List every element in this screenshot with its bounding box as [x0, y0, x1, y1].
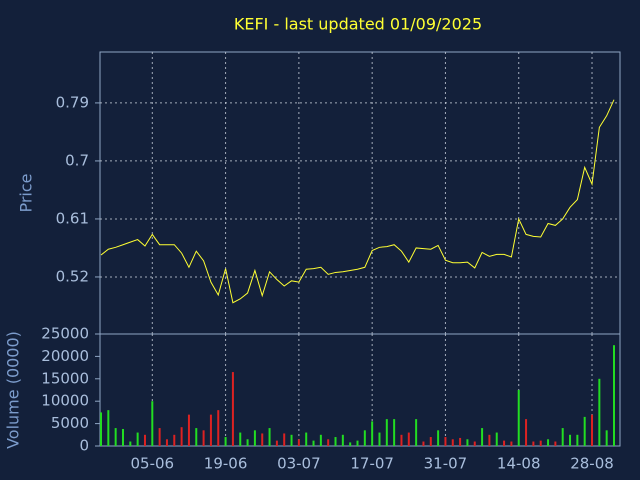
- volume-bar: [407, 432, 410, 446]
- y-tick-label: 0: [79, 437, 89, 455]
- volume-bar: [239, 432, 242, 446]
- y-tick-label: 0.52: [56, 267, 89, 285]
- volume-bar: [283, 433, 286, 446]
- volume-bar: [290, 434, 293, 446]
- volume-bar: [129, 441, 132, 446]
- y-tick-label: 10000: [41, 392, 89, 410]
- volume-bar: [613, 345, 615, 446]
- volume-bar: [319, 434, 322, 446]
- volume-bar: [591, 414, 594, 446]
- volume-bar: [378, 432, 381, 446]
- volume-bar: [224, 437, 227, 446]
- volume-bar: [305, 432, 308, 446]
- volume-bar: [217, 410, 220, 446]
- volume-bar: [569, 434, 572, 446]
- volume-bar: [356, 440, 359, 446]
- volume-bar: [202, 430, 205, 446]
- volume-bar: [246, 439, 249, 446]
- volume-bar: [312, 440, 315, 446]
- volume-bar: [422, 441, 425, 446]
- volume-bar: [297, 439, 300, 446]
- volume-bar: [539, 440, 542, 446]
- volume-bar: [231, 372, 234, 446]
- volume-bar: [363, 430, 366, 446]
- chart-title: KEFI - last updated 01/09/2025: [234, 15, 482, 34]
- volume-bar: [253, 430, 256, 446]
- volume-bar: [209, 414, 212, 446]
- volume-bar: [385, 419, 388, 446]
- x-tick-label: 05-06: [131, 455, 175, 473]
- volume-bar: [143, 434, 146, 446]
- volume-bar: [173, 434, 176, 446]
- volume-bar: [444, 437, 447, 446]
- volume-bar: [473, 441, 476, 446]
- volume-bar: [576, 434, 579, 446]
- volume-bar: [180, 427, 183, 446]
- volume-bar: [121, 428, 124, 446]
- y-tick-label: 0.79: [56, 93, 89, 111]
- volume-bar: [136, 432, 139, 446]
- y-tick-label: 0.61: [56, 209, 89, 227]
- volume-bar: [547, 439, 550, 446]
- y-axis-label: Price: [17, 173, 36, 212]
- volume-bar: [107, 410, 110, 446]
- volume-bar: [532, 441, 535, 446]
- volume-bar: [583, 416, 586, 446]
- volume-bar: [481, 428, 484, 446]
- volume-bar: [598, 378, 601, 446]
- y-axis-label: Volume (0000): [4, 331, 23, 449]
- volume-bar: [525, 419, 528, 446]
- volume-bar: [517, 390, 520, 446]
- volume-bar: [429, 437, 432, 446]
- volume-bar: [349, 442, 352, 446]
- x-tick-label: 31-07: [424, 455, 468, 473]
- volume-bar: [459, 437, 462, 446]
- volume-bar: [495, 432, 498, 446]
- volume-bar: [261, 433, 264, 446]
- volume-bar: [415, 419, 418, 446]
- volume-bar: [510, 441, 513, 446]
- volume-bar: [561, 428, 564, 446]
- volume-bar: [275, 440, 278, 446]
- volume-bar: [151, 401, 154, 446]
- volume-bar: [327, 439, 330, 446]
- volume-bar: [400, 434, 403, 446]
- volume-bar: [195, 428, 198, 446]
- x-tick-label: 03-07: [277, 455, 321, 473]
- volume-bar: [165, 439, 168, 446]
- volume-bar: [503, 440, 506, 446]
- volume-bar: [341, 434, 344, 446]
- volume-bar: [554, 441, 557, 446]
- y-tick-label: 0.7: [65, 151, 89, 169]
- y-tick-label: 15000: [41, 369, 89, 387]
- volume-bar: [488, 434, 491, 446]
- volume-bar: [158, 428, 161, 446]
- y-tick-label: 20000: [41, 347, 89, 365]
- x-tick-label: 17-07: [350, 455, 394, 473]
- volume-bar: [187, 414, 190, 446]
- volume-bar: [114, 428, 117, 446]
- x-tick-label: 19-06: [204, 455, 248, 473]
- volume-bar: [100, 412, 102, 446]
- volume-bar: [268, 428, 271, 446]
- volume-bar: [437, 430, 440, 446]
- volume-bar: [451, 439, 454, 446]
- plot-area: [99, 333, 621, 447]
- volume-bar: [466, 439, 469, 446]
- volume-bar: [334, 437, 337, 446]
- volume-bar: [393, 419, 396, 446]
- x-tick-label: 14-08: [497, 455, 541, 473]
- x-tick-label: 28-08: [570, 455, 614, 473]
- volume-bar: [605, 430, 608, 446]
- y-tick-label: 25000: [41, 325, 89, 343]
- volume-bar: [371, 421, 374, 446]
- price-line: [100, 99, 615, 304]
- y-tick-label: 5000: [51, 414, 89, 432]
